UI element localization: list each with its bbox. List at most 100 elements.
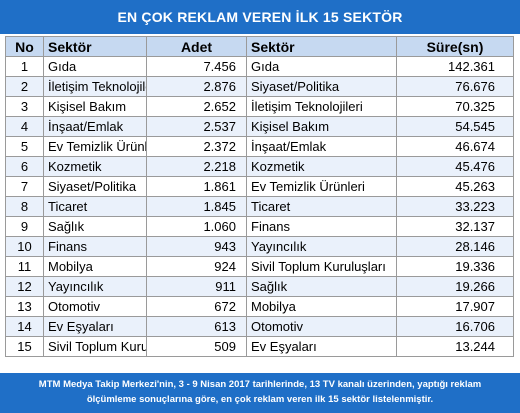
ad-count: 911 bbox=[146, 276, 247, 297]
sector-table: No Sektör Adet Sektör Süre(sn) 1 Gıda 7.45… bbox=[5, 36, 514, 357]
ad-count: 7.456 bbox=[146, 56, 247, 77]
ad-duration: 16.706 bbox=[396, 316, 514, 337]
table-row: 10 Finans 943 Yayıncılık 28.146 bbox=[5, 236, 514, 257]
ad-count: 1.861 bbox=[146, 176, 247, 197]
sector-by-duration: Siyaset/Politika bbox=[246, 76, 397, 97]
sector-by-duration: Sivil Toplum Kuruluşları bbox=[246, 256, 397, 277]
sector-by-count: Siyaset/Politika bbox=[43, 176, 147, 197]
sector-by-duration: İnşaat/Emlak bbox=[246, 136, 397, 157]
table-row: 13 Otomotiv 672 Mobilya 17.907 bbox=[5, 296, 514, 317]
table-row: 5Ev Temizlik Ürünleri2.372İnşaat/Emlak46… bbox=[5, 136, 514, 157]
ad-duration: 19.266 bbox=[396, 276, 514, 297]
ad-duration: 142.361 bbox=[396, 56, 514, 77]
ad-duration: 46.674 bbox=[396, 136, 514, 157]
sector-by-duration: Ev Eşyaları bbox=[246, 336, 397, 357]
ad-count: 1.845 bbox=[146, 196, 247, 217]
ad-duration: 13.244 bbox=[396, 336, 514, 357]
ad-duration: 54.545 bbox=[396, 116, 514, 137]
table-row: 7 Siyaset/Politika 1.861 Ev Temizlik Ürünle… bbox=[5, 176, 514, 197]
sector-by-count: Sivil Toplum Kuruluşları bbox=[43, 336, 147, 357]
sector-by-count: Ev Temizlik Ürünleri bbox=[43, 136, 147, 157]
row-number: 3 bbox=[5, 96, 44, 117]
table-row: 8 Ticaret 1.845 Ticaret 33.223 bbox=[5, 196, 514, 217]
footer-line-1: MTM Medya Takip Merkezi'nin, 3 - 9 Nisan… bbox=[38, 379, 482, 390]
header-sektor-duration: Sektör bbox=[246, 36, 397, 57]
sector-by-count: Gıda bbox=[43, 56, 147, 77]
table-row: 11 Mobilya 924 Sivil Toplum Kuruluşları 19.3… bbox=[5, 256, 514, 277]
row-number: 14 bbox=[5, 316, 44, 337]
row-number: 1 bbox=[5, 56, 44, 77]
header-sure: Süre(sn) bbox=[396, 36, 514, 57]
row-number: 10 bbox=[5, 236, 44, 257]
ad-duration: 70.325 bbox=[396, 96, 514, 117]
sector-by-count: Kişisel Bakım bbox=[43, 96, 147, 117]
ad-count: 924 bbox=[146, 256, 247, 277]
table-row: 14 Ev Eşyaları 613 Otomotiv 16.706 bbox=[5, 316, 514, 337]
row-number: 7 bbox=[5, 176, 44, 197]
sector-by-duration: Yayıncılık bbox=[246, 236, 397, 257]
sector-by-count: Otomotiv bbox=[43, 296, 147, 317]
ad-duration: 33.223 bbox=[396, 196, 514, 217]
ad-duration: 17.907 bbox=[396, 296, 514, 317]
page-title: EN ÇOK REKLAM VEREN İLK 15 SEKTÖR bbox=[0, 0, 520, 34]
sector-by-count: İletişim Teknolojileri bbox=[43, 76, 147, 97]
sector-by-count: Kozmetik bbox=[43, 156, 147, 177]
row-number: 8 bbox=[5, 196, 44, 217]
sector-by-count: Finans bbox=[43, 236, 147, 257]
sector-by-duration: Gıda bbox=[246, 56, 397, 77]
ad-count: 613 bbox=[146, 316, 247, 337]
sector-by-duration: Kişisel Bakım bbox=[246, 116, 397, 137]
row-number: 6 bbox=[5, 156, 44, 177]
table-row: 6 Kozmetik 2.218 Kozmetik 45.476 bbox=[5, 156, 514, 177]
ad-duration: 45.476 bbox=[396, 156, 514, 177]
ad-duration: 45.263 bbox=[396, 176, 514, 197]
ad-count: 672 bbox=[146, 296, 247, 317]
sector-by-count: Ev Eşyaları bbox=[43, 316, 147, 337]
table-header-row: No Sektör Adet Sektör Süre(sn) bbox=[5, 36, 514, 57]
header-sektor-count: Sektör bbox=[43, 36, 147, 57]
ad-count: 2.537 bbox=[146, 116, 247, 137]
ad-count: 1.060 bbox=[146, 216, 247, 237]
table-row: 1 Gıda 7.456 Gıda 142.361 bbox=[5, 56, 514, 77]
table-body: 1 Gıda 7.456 Gıda 142.361 2 İletişim Teknoloji… bbox=[5, 56, 514, 357]
ad-count: 2.652 bbox=[146, 96, 247, 117]
row-number: 13 bbox=[5, 296, 44, 317]
sector-by-duration: Otomotiv bbox=[246, 316, 397, 337]
ad-duration: 76.676 bbox=[396, 76, 514, 97]
sector-by-count: Sağlık bbox=[43, 216, 147, 237]
sector-by-count: Yayıncılık bbox=[43, 276, 147, 297]
sector-by-duration: Finans bbox=[246, 216, 397, 237]
ad-count: 943 bbox=[146, 236, 247, 257]
sector-by-count: Mobilya bbox=[43, 256, 147, 277]
ad-count: 2.218 bbox=[146, 156, 247, 177]
ad-duration: 32.137 bbox=[396, 216, 514, 237]
header-no: No bbox=[5, 36, 44, 57]
ad-duration: 19.336 bbox=[396, 256, 514, 277]
sector-by-duration: İletişim Teknolojileri bbox=[246, 96, 397, 117]
sector-by-duration: Sağlık bbox=[246, 276, 397, 297]
header-adet: Adet bbox=[146, 36, 247, 57]
row-number: 12 bbox=[5, 276, 44, 297]
sector-by-duration: Ev Temizlik Ürünleri bbox=[246, 176, 397, 197]
table-row: 12 Yayıncılık 911 Sağlık 19.266 bbox=[5, 276, 514, 297]
sector-by-count: İnşaat/Emlak bbox=[43, 116, 147, 137]
ad-count: 2.372 bbox=[146, 136, 247, 157]
table-row: 9 Sağlık 1.060 Finans 32.137 bbox=[5, 216, 514, 237]
footer-line-2: ölçümleme sonuçlarına göre, en çok rekla… bbox=[86, 394, 434, 405]
sector-by-duration: Ticaret bbox=[246, 196, 397, 217]
ad-count: 509 bbox=[146, 336, 247, 357]
row-number: 2 bbox=[5, 76, 44, 97]
table-row: 3 Kişisel Bakım 2.652 İletişim Teknolojiler… bbox=[5, 96, 514, 117]
row-number: 9 bbox=[5, 216, 44, 237]
row-number: 15 bbox=[5, 336, 44, 357]
sector-by-duration: Mobilya bbox=[246, 296, 397, 317]
ad-duration: 28.146 bbox=[396, 236, 514, 257]
ad-count: 2.876 bbox=[146, 76, 247, 97]
sector-by-duration: Kozmetik bbox=[246, 156, 397, 177]
footer-note: MTM Medya Takip Merkezi'nin, 3 - 9 Nisan… bbox=[0, 373, 520, 413]
row-number: 4 bbox=[5, 116, 44, 137]
table-row: 4 İnşaat/Emlak 2.537 Kişisel Bakım 54.545 bbox=[5, 116, 514, 137]
row-number: 5 bbox=[5, 136, 44, 157]
